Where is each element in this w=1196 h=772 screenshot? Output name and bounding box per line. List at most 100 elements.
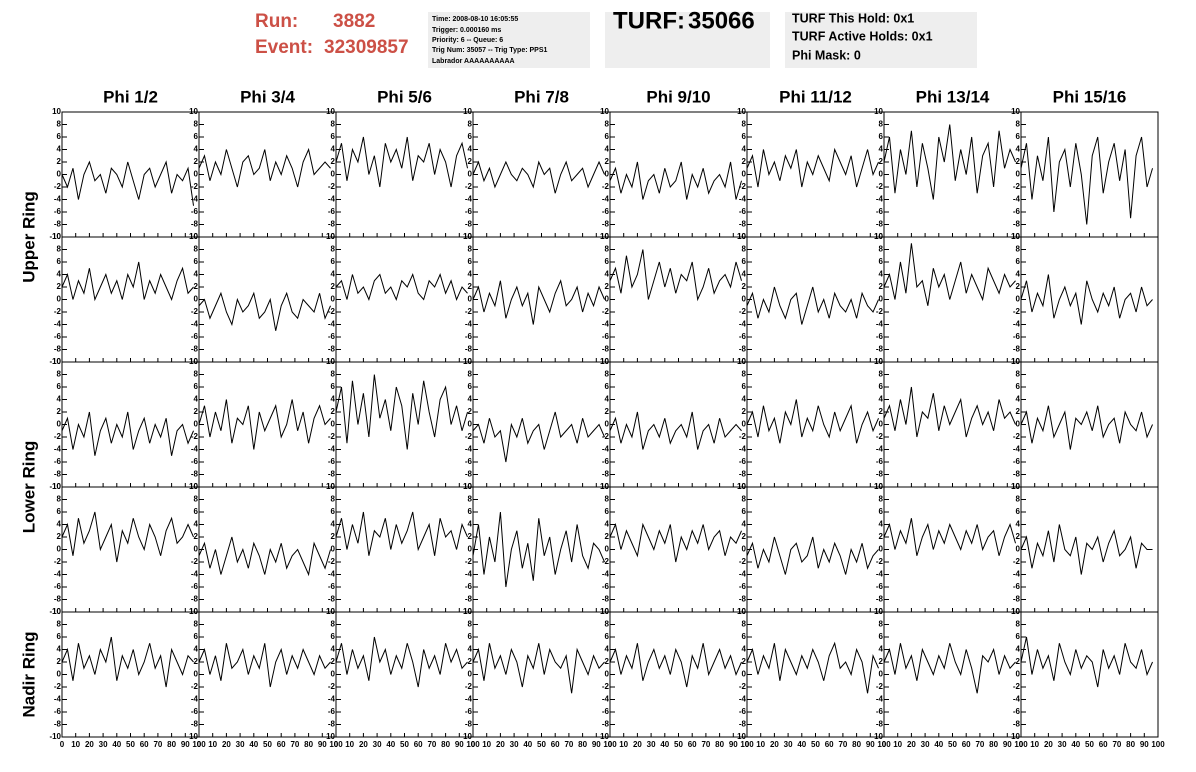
y-tick-label: 2 bbox=[1016, 282, 1021, 291]
panel-frame bbox=[335, 236, 474, 363]
panel-frame bbox=[609, 111, 748, 238]
y-tick-label: 2 bbox=[742, 407, 747, 416]
y-tick-label: 10 bbox=[52, 232, 61, 241]
y-tick-label: 8 bbox=[468, 120, 473, 129]
y-tick-label: -8 bbox=[191, 720, 199, 729]
y-tick-label: 2 bbox=[879, 407, 884, 416]
info-box bbox=[428, 12, 590, 68]
y-tick-label: -6 bbox=[602, 207, 610, 216]
y-tick-label: 8 bbox=[879, 120, 884, 129]
waveform bbox=[1020, 524, 1153, 575]
y-tick-label: 2 bbox=[194, 407, 199, 416]
panel-frame bbox=[1020, 236, 1159, 363]
y-tick-label: -4 bbox=[876, 570, 884, 579]
y-tick-label: -6 bbox=[1013, 707, 1021, 716]
y-tick-label: -2 bbox=[739, 557, 747, 566]
y-tick-label: -8 bbox=[465, 720, 473, 729]
waveform bbox=[883, 386, 1016, 438]
x-tick-label: 100 bbox=[877, 740, 891, 749]
x-tick-label: 20 bbox=[633, 740, 642, 749]
y-tick-label: 4 bbox=[194, 270, 199, 279]
y-tick-label: -4 bbox=[876, 195, 884, 204]
y-tick-label: 6 bbox=[194, 382, 199, 391]
x-tick-label: 60 bbox=[1099, 740, 1108, 749]
waveform bbox=[335, 636, 468, 688]
y-tick-label: -6 bbox=[876, 457, 884, 466]
x-tick-label: 40 bbox=[797, 740, 806, 749]
y-tick-label: -6 bbox=[54, 207, 62, 216]
y-tick-label: -10 bbox=[597, 732, 609, 741]
y-tick-label: 8 bbox=[879, 495, 884, 504]
y-tick-label: -2 bbox=[876, 307, 884, 316]
info-line: Priority: 6 -- Queue: 6 bbox=[432, 37, 503, 44]
y-tick-label: -8 bbox=[191, 345, 199, 354]
x-tick-label: 80 bbox=[578, 740, 587, 749]
x-tick-label: 50 bbox=[537, 740, 546, 749]
y-tick-label: 4 bbox=[605, 395, 610, 404]
y-tick-label: 8 bbox=[879, 620, 884, 629]
x-tick-label: 0 bbox=[608, 740, 613, 749]
panel-frame bbox=[1020, 611, 1159, 738]
y-tick-label: -10 bbox=[49, 357, 61, 366]
y-tick-label: 0 bbox=[605, 420, 610, 429]
y-tick-label: 2 bbox=[1016, 157, 1021, 166]
y-tick-label: 4 bbox=[1016, 270, 1021, 279]
y-tick-label: 2 bbox=[879, 282, 884, 291]
panel-frame bbox=[609, 361, 748, 488]
y-tick-label: 2 bbox=[742, 657, 747, 666]
x-tick-label: 90 bbox=[866, 740, 875, 749]
waveform bbox=[1020, 136, 1153, 225]
y-tick-label: 6 bbox=[879, 382, 884, 391]
y-tick-label: 4 bbox=[468, 145, 473, 154]
y-tick-label: 2 bbox=[605, 657, 610, 666]
y-tick-label: 10 bbox=[874, 482, 883, 491]
waveform bbox=[746, 286, 879, 325]
waveform bbox=[61, 160, 195, 206]
column-label: Phi 3/4 bbox=[240, 87, 295, 106]
y-tick-label: -8 bbox=[602, 470, 610, 479]
y-tick-label: -10 bbox=[186, 732, 198, 741]
y-tick-label: 0 bbox=[194, 545, 199, 554]
y-tick-label: 8 bbox=[331, 495, 336, 504]
y-tick-label: -2 bbox=[1013, 307, 1021, 316]
y-tick-label: 4 bbox=[331, 645, 336, 654]
y-tick-label: -4 bbox=[54, 195, 62, 204]
waveform bbox=[335, 136, 469, 188]
panel-frame bbox=[746, 611, 885, 738]
y-tick-label: -8 bbox=[1013, 595, 1021, 604]
y-tick-label: 8 bbox=[605, 620, 610, 629]
y-tick-label: 10 bbox=[1011, 607, 1020, 616]
x-tick-label: 20 bbox=[907, 740, 916, 749]
x-tick-label: 100 bbox=[740, 740, 754, 749]
y-tick-label: 10 bbox=[463, 357, 472, 366]
waveform bbox=[609, 643, 742, 688]
waveform bbox=[198, 399, 331, 450]
info-line: Labrador AAAAAAAAAA bbox=[432, 58, 515, 65]
x-tick-label: 40 bbox=[112, 740, 121, 749]
y-tick-label: 6 bbox=[742, 382, 747, 391]
y-tick-label: -6 bbox=[191, 207, 199, 216]
y-tick-label: -8 bbox=[1013, 720, 1021, 729]
x-tick-label: 100 bbox=[329, 740, 343, 749]
waveform bbox=[61, 261, 194, 302]
y-tick-label: 0 bbox=[1016, 670, 1021, 679]
y-tick-label: -2 bbox=[1013, 682, 1021, 691]
y-tick-label: 0 bbox=[742, 295, 747, 304]
x-tick-label: 10 bbox=[345, 740, 354, 749]
waveform bbox=[472, 160, 605, 194]
ring-label: Upper Ring bbox=[19, 191, 38, 283]
panel-frame bbox=[883, 611, 1022, 738]
y-tick-label: 4 bbox=[194, 145, 199, 154]
waveform bbox=[61, 411, 194, 456]
y-tick-label: 8 bbox=[605, 245, 610, 254]
y-tick-label: 8 bbox=[194, 495, 199, 504]
x-tick-label: 20 bbox=[85, 740, 94, 749]
column-label: Phi 9/10 bbox=[646, 87, 710, 106]
y-tick-label: -2 bbox=[54, 557, 62, 566]
waveform bbox=[1020, 636, 1153, 688]
y-tick-label: 4 bbox=[1016, 395, 1021, 404]
y-tick-label: 10 bbox=[52, 357, 61, 366]
y-tick-label: 6 bbox=[331, 382, 336, 391]
turf-info-line: Phi Mask: 0 bbox=[792, 48, 861, 62]
y-tick-label: 2 bbox=[742, 532, 747, 541]
